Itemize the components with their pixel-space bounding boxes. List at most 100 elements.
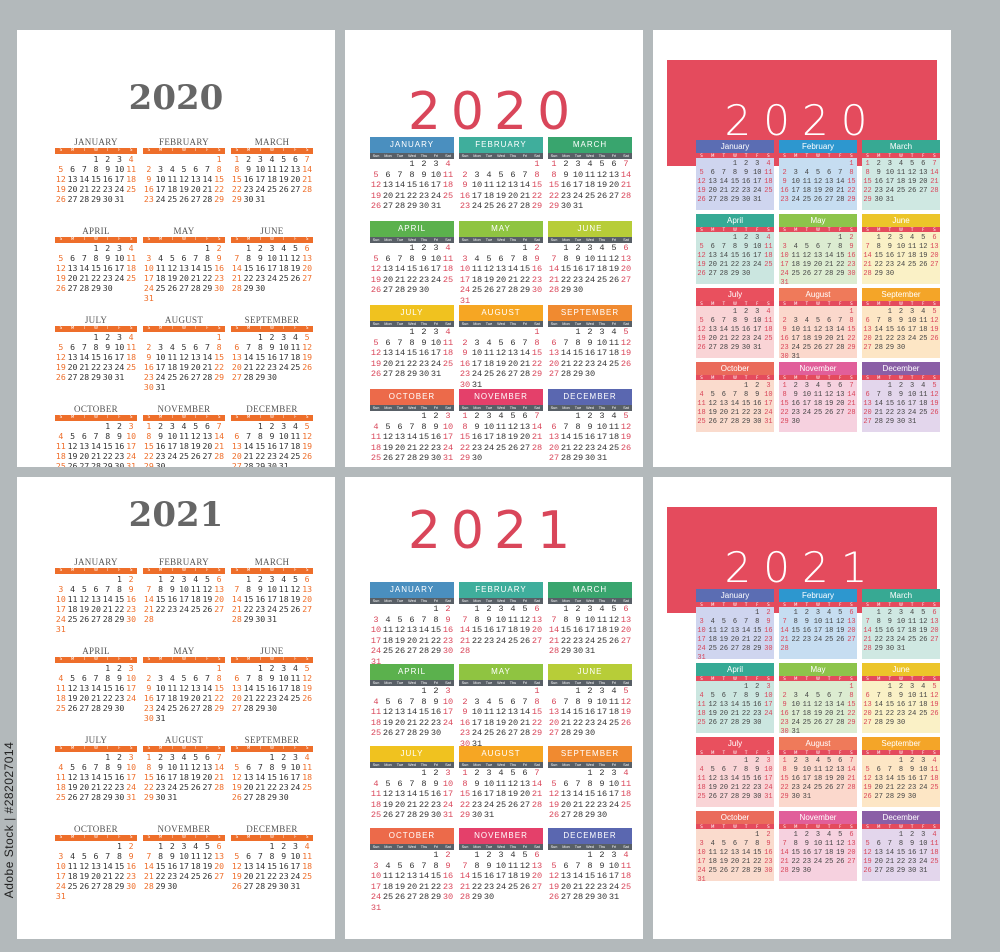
day-cell: 13	[847, 840, 856, 848]
year-title: 2021	[724, 543, 880, 592]
month-header: November	[779, 362, 857, 375]
day-cell: 11	[907, 618, 917, 626]
weekday-label: S	[783, 602, 786, 607]
month-header: April	[696, 214, 774, 227]
weekday-label: S	[700, 602, 703, 607]
day-cell: 21	[394, 358, 406, 369]
day-cell: 5	[58, 164, 64, 174]
day-cell: 23	[430, 717, 442, 728]
day-cell: 28	[394, 369, 406, 379]
weekday-label: M	[246, 237, 251, 242]
day-cell: 25	[896, 187, 906, 195]
day-blank	[102, 574, 114, 584]
month-name: SEPTEMBER	[560, 749, 620, 758]
day-cell: 27	[620, 274, 632, 285]
day-blank	[862, 382, 873, 391]
day-cell: 5	[611, 243, 617, 253]
day-cell: 20	[824, 710, 834, 718]
day-cell: 28	[418, 646, 430, 656]
day-cell: 4	[827, 831, 832, 839]
day-grid: 1 2 3 4 5 6 7 8 9 10 11 12 13 14 15 16 17 18 19 20 21 22 23 24 2…	[779, 160, 857, 205]
day-cell: 21	[560, 442, 572, 453]
day-cell: 17	[126, 683, 137, 693]
day-cell: 31	[791, 728, 800, 733]
day-cell: 30	[753, 418, 762, 426]
day-cell: 4	[699, 766, 704, 774]
day-cell: 5	[932, 683, 937, 691]
day-cell: 19	[608, 264, 620, 274]
day-blank	[507, 686, 519, 697]
day-cell: 27	[560, 810, 572, 820]
day-cell: 10	[596, 337, 608, 348]
day-cell: 30	[471, 810, 483, 820]
weekday-row: Sun Mon Tue Wed Thu Fri Sat	[370, 680, 454, 686]
day-cell: 9	[575, 614, 581, 625]
day-cell: 20	[708, 187, 717, 195]
day-cell: 15	[231, 174, 242, 184]
day-cell: 31	[370, 902, 382, 913]
day-blank	[55, 752, 67, 762]
day-cell: 10	[813, 618, 823, 626]
day-cell: 20	[824, 187, 834, 195]
weekday-label: Mon	[473, 681, 481, 685]
day-cell: 12	[620, 696, 632, 707]
day-cell: 3	[116, 243, 122, 253]
weekday-label: Tue	[396, 238, 404, 242]
day-cell: 26	[179, 703, 189, 713]
weekday-label: S	[767, 227, 770, 232]
day-cell: 23	[418, 190, 430, 201]
weekday-label: Sun	[372, 845, 380, 849]
day-cell: 8	[204, 253, 210, 263]
weekday-label: T	[259, 746, 262, 751]
month-block: AUGUST Sun Mon Tue Wed Thu Fri Sat 1 2 3 4 5 6 7 8 9 10 11…	[459, 305, 543, 390]
weekday-label: S	[700, 676, 703, 681]
day-cell: 14	[214, 762, 225, 772]
day-cell: 13	[67, 174, 78, 184]
day-cell: 24	[471, 369, 483, 379]
day-cell: 15	[243, 263, 254, 273]
day-cell: 24	[813, 636, 823, 644]
day-cell: 8	[849, 317, 854, 325]
day-cell: 22	[531, 358, 543, 369]
day-cell: 6	[551, 696, 557, 707]
months-grid: JANUARY Sun Mon Tue Wed Thu Fri Sat 1 2 3 4 5 6 7 8 9 10 1…	[370, 582, 632, 932]
day-cell: 10	[442, 696, 454, 707]
day-blank	[483, 243, 495, 254]
day-cell: 14	[302, 164, 313, 174]
day-cell: 9	[281, 851, 287, 861]
day-cell: 7	[732, 391, 738, 399]
weekday-label: Fri	[522, 599, 528, 603]
day-cell: 1	[732, 234, 738, 242]
day-cell: 16	[267, 441, 277, 451]
day-cell: 13	[919, 169, 928, 177]
weekday-label: F	[118, 237, 121, 242]
month-block: November S M T W T F S 1 2 3 4 5 6 7 8 9 10 11 12 13 14 15 16 17…	[779, 362, 857, 432]
day-cell: 10	[780, 252, 789, 260]
day-cell: 12	[608, 253, 620, 264]
day-cell: 6	[932, 234, 937, 242]
day-cell: 22	[459, 799, 471, 810]
day-blank	[790, 160, 801, 169]
day-cell: 11	[126, 342, 137, 352]
day-cell: 28	[519, 728, 531, 738]
weekday-label: Mon	[384, 599, 392, 603]
day-cell: 22	[459, 442, 471, 453]
day-cell: 9	[849, 243, 854, 251]
month-body: 1 2 3 4 5 6 7 8 9 10 11 12 13 14 15 16 17 18 19 20 21 22 23 24 2…	[779, 158, 857, 210]
day-cell: 6	[534, 604, 540, 614]
day-cell: 14	[572, 871, 584, 881]
day-cell: 21	[741, 858, 751, 866]
day-blank	[394, 604, 406, 615]
day-blank	[382, 604, 394, 615]
day-cell: 18	[278, 263, 289, 273]
weekday-label: T	[827, 153, 831, 158]
day-cell: 17	[370, 635, 382, 646]
day-cell: 11	[596, 614, 608, 625]
day-blank	[382, 243, 394, 254]
day-cell: 13	[548, 348, 560, 358]
month-name: May	[810, 665, 826, 674]
day-grid: 1 2 3 4 5 6 7 8 9 10 11 12 13 14 15 16 17 18 19 20 21 22 23 24 2…	[143, 243, 225, 303]
day-cell: 15	[885, 400, 895, 408]
month-name: OCTOBER	[74, 824, 118, 834]
